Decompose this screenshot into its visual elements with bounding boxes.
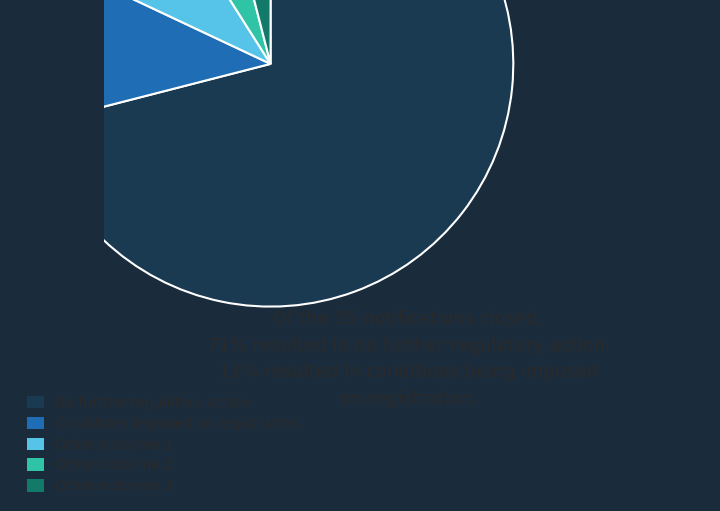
Legend: No further regulatory action, Conditions imposed on registration, Other outcome : No further regulatory action, Conditions… — [22, 390, 304, 499]
Wedge shape — [35, 0, 513, 307]
Wedge shape — [210, 0, 271, 64]
Wedge shape — [140, 0, 271, 64]
Wedge shape — [28, 0, 271, 124]
Text: Of the 35 notifications closed,
71% resulted in no further regulatory action.
11: Of the 35 notifications closed, 71% resu… — [207, 311, 611, 408]
Wedge shape — [51, 0, 271, 64]
